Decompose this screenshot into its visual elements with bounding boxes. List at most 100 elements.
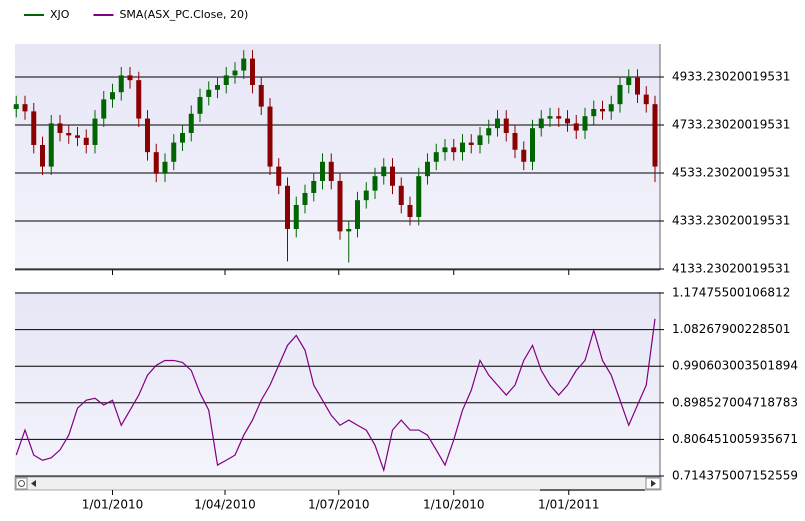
candle-body [206, 89, 212, 97]
candle-body [442, 147, 448, 153]
candle-body [13, 104, 19, 109]
candle-body [267, 106, 273, 167]
candle-body [40, 144, 45, 167]
candle-body [22, 104, 28, 112]
candle-body [92, 118, 98, 145]
candle-body [600, 108, 605, 112]
scroll-left[interactable] [31, 480, 36, 487]
zoom-icon [18, 480, 25, 487]
y-tick-label: 4133.23020019531 [672, 262, 790, 276]
legend-label: SMA(ASX_PC.Close, 20) [119, 8, 248, 21]
x-tick-label: 1/04/2010 [194, 498, 256, 512]
y-tick-label: 4333.23020019531 [672, 213, 790, 227]
candle-body [398, 185, 404, 205]
zoom-button[interactable] [15, 477, 28, 490]
candle-body [171, 142, 177, 162]
candle-body [250, 58, 255, 85]
candle-body [617, 84, 623, 105]
candle-body [363, 190, 369, 201]
candle-body [477, 135, 483, 145]
candle-body [486, 128, 492, 136]
candle-body [328, 161, 334, 181]
candle-body [643, 94, 649, 105]
candle-body [311, 180, 317, 193]
candle-body [215, 84, 220, 90]
legend-label: XJO [50, 8, 70, 21]
y-tick-label: 0.898527004718783 [672, 395, 798, 409]
candle-body [425, 161, 430, 177]
candle-body [468, 142, 474, 145]
candle-body [538, 118, 544, 129]
y-tick-label: 4533.23020019531 [672, 165, 790, 179]
candle-body [66, 132, 72, 136]
x-tick-label: 1/01/2011 [538, 498, 600, 512]
candle-body [451, 147, 457, 153]
candle-body [241, 58, 247, 71]
candle-body [188, 113, 194, 133]
candle-body [101, 99, 107, 119]
candle-body [136, 80, 142, 119]
scrollbar [14, 476, 662, 491]
sma-line [15, 318, 656, 473]
x-tick-label: 1/10/2010 [423, 498, 485, 512]
y-tick-label: 1.17475500106812 [672, 286, 790, 300]
candle-body [582, 116, 588, 131]
candle-body [626, 77, 632, 85]
candle-body [118, 75, 124, 93]
candle-body [547, 116, 553, 119]
candle-body [381, 166, 387, 177]
candle-body [565, 118, 570, 124]
candle-body [521, 149, 527, 162]
candle-body [31, 111, 37, 145]
candle-body [162, 161, 168, 174]
candle-body [390, 166, 395, 186]
candle-body [180, 132, 185, 143]
candle-body [652, 104, 658, 167]
candle-body [512, 132, 518, 150]
y-tick-label: 4933.23020019531 [672, 69, 790, 83]
indicator-panel [15, 292, 660, 477]
y-tick-label: 1.08267900228501 [672, 322, 790, 336]
scroll-thumb[interactable] [540, 489, 645, 491]
price-panel [15, 44, 660, 270]
candle-body [337, 180, 343, 232]
candle-body [591, 108, 597, 117]
candle-body [530, 128, 535, 162]
candle-body [573, 123, 579, 131]
candle-body [302, 192, 308, 205]
candle-body [460, 142, 465, 153]
candle-body [293, 204, 299, 229]
y-tick-label: 0.990603003501894 [672, 359, 798, 373]
scroll-track [14, 476, 662, 491]
candle-body [110, 92, 115, 100]
candle-body [197, 96, 203, 114]
candle-body [223, 75, 229, 85]
candle-body [232, 70, 238, 76]
candle-body [48, 123, 54, 167]
candle-body [57, 123, 63, 133]
y-tick-label: 4733.23020019531 [672, 117, 790, 131]
scroll-right[interactable] [651, 480, 656, 487]
candle-body [433, 152, 439, 162]
candle-body [75, 135, 80, 138]
candle-body [276, 166, 282, 186]
candle-body [608, 104, 614, 112]
candle-body [416, 176, 422, 217]
candle-body [83, 137, 89, 145]
candle-body [320, 161, 325, 181]
legend: XJO SMA(ASX_PC.Close, 20) [24, 8, 248, 21]
candle-body [127, 75, 133, 81]
candle-body [355, 200, 360, 229]
x-tick-label: 1/07/2010 [308, 498, 370, 512]
candle-body [556, 116, 562, 119]
candle-body [407, 204, 413, 217]
candle-body [372, 176, 378, 191]
candle-body [258, 84, 264, 107]
x-tick-label: 1/01/2010 [82, 498, 144, 512]
candle-body [635, 77, 640, 95]
candle-body [503, 118, 509, 133]
candle-body [153, 152, 159, 174]
candle-body [285, 185, 290, 229]
